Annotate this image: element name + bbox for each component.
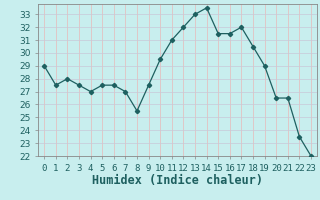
X-axis label: Humidex (Indice chaleur): Humidex (Indice chaleur)	[92, 174, 263, 187]
